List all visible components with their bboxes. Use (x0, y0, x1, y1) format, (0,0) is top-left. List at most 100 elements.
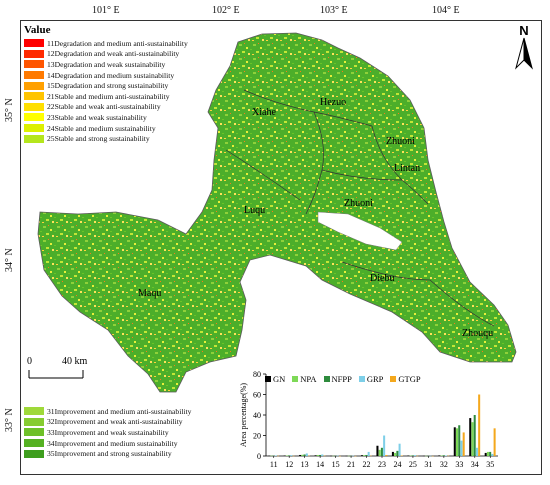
chart-y-tick-label: 60 (253, 391, 261, 400)
chart-x-tick-label: 23 (378, 460, 386, 469)
chart-legend-item: GTGP (390, 374, 421, 384)
chart-x-tick-label: 34 (471, 460, 479, 469)
chart-y-axis-label: Area percentage(%) (239, 383, 248, 448)
longitude-label-103: 103° E (320, 5, 348, 16)
place-zhuoni-north: Zhuoni (386, 136, 415, 147)
chart-x-tick-label: 35 (486, 460, 494, 469)
chart-legend: GN NPA NFPP GRP GTGP (265, 374, 428, 384)
chart-bar (299, 454, 302, 456)
chart-legend-item: GN (265, 374, 285, 384)
legend-top-swatch (24, 134, 44, 143)
north-label: N (519, 23, 528, 38)
chart-bar (475, 447, 478, 456)
chart-bar (285, 455, 288, 456)
legend-top-row: 11Degradation and medium anti-sustainabi… (24, 38, 188, 49)
legend-bottom-swatch (24, 407, 44, 416)
legend-top-row: 25Stable and strong sustainability (24, 133, 188, 144)
place-zhuoni: Zhuoni (344, 198, 373, 209)
legend-top-row: 24Stable and medium sustainability (24, 123, 188, 134)
legend-bottom-label: 35Improvement and strong sustainability (47, 449, 172, 459)
legend-top-swatch (24, 71, 44, 80)
legend-bottom-swatch (24, 428, 44, 437)
chart-bar (394, 452, 397, 456)
legend-top: Value 11Degradation and medium anti-sust… (24, 24, 188, 144)
legend-top-label: 14Degradation and medium sustainability (47, 70, 175, 80)
legend-bottom: 31Improvement and medium anti-sustainabi… (24, 406, 191, 459)
chart-legend-item: NPA (292, 374, 317, 384)
chart-legend-swatch (358, 376, 365, 382)
chart-bar (367, 451, 370, 456)
legend-top-swatch (24, 81, 44, 90)
chart-bar (491, 453, 494, 456)
map-frame (20, 20, 542, 475)
place-luqu: Luqu (244, 205, 266, 216)
legend-top-label: 24Stable and medium sustainability (47, 123, 156, 133)
chart-bar (303, 454, 306, 456)
place-maqu: Maqu (138, 288, 162, 299)
chart-bar (383, 435, 386, 456)
chart-x-tick-label: 12 (285, 460, 293, 469)
chart-bar (316, 454, 319, 456)
chart-bar (274, 455, 277, 456)
chart-bar (493, 428, 496, 456)
legend-title: Value (24, 24, 51, 36)
chart-x-tick-label: 15 (332, 460, 340, 469)
chart-bar (301, 454, 304, 456)
place-lintan: Lintan (394, 163, 421, 174)
chart-bar (458, 425, 461, 456)
chart-bar (376, 445, 379, 456)
legend-top-label: 23Stable and weak sustainability (47, 112, 147, 122)
north-arrow-icon: N (515, 23, 533, 70)
longitude-label-101: 101° E (92, 5, 120, 16)
chart-bar (478, 394, 481, 456)
legend-top-label: 15Degradation and strong sustainability (47, 81, 169, 91)
legend-top-row: 15Degradation and strong sustainability (24, 80, 188, 91)
chart-x-tick-label: 33 (455, 460, 463, 469)
chart-bar (319, 454, 322, 456)
chart-bar (411, 455, 414, 456)
chart-bar (486, 451, 489, 456)
legend-top-label: 13Degradation and weak sustainability (47, 59, 166, 69)
legend-top-row: 14Degradation and medium sustainability (24, 70, 188, 81)
inset-chart: 0 20 40 60 80 Area percentage(%) 11 12 13 14 15 21 2… (236, 366, 504, 474)
chart-legend-label: GRP (366, 374, 384, 384)
lake-gap-shape (317, 211, 403, 251)
legend-top-label: 25Stable and strong sustainability (47, 134, 150, 144)
chart-bar (288, 455, 291, 456)
legend-bottom-row: 35Improvement and strong sustainability (24, 448, 191, 459)
chart-legend-item: NFPP (323, 374, 352, 384)
chart-x-tick-label: 14 (316, 460, 324, 469)
chart-bar (378, 449, 381, 456)
scale-bar (28, 370, 84, 379)
chart-bar (473, 415, 476, 456)
chart-bar (453, 427, 456, 456)
legend-bottom-swatch (24, 439, 44, 448)
legend-top-row: 21Stable and medium anti-sustainability (24, 91, 188, 102)
chart-bar (462, 432, 465, 456)
legend-top-label: 11Degradation and medium anti-sustainabi… (47, 38, 188, 48)
gannan-region-shape (37, 32, 517, 393)
legend-top-swatch (24, 124, 44, 133)
chart-bar (283, 455, 286, 456)
chart-bar (442, 455, 445, 456)
chart-bar (484, 452, 487, 456)
longitude-label-104: 104° E (432, 5, 460, 16)
chart-bar (385, 454, 388, 456)
chart-x-tick-label: 13 (301, 460, 309, 469)
legend-bottom-row: 32Improvement and weak anti-sustainabili… (24, 417, 191, 428)
legend-bottom-row: 34Improvement and medium sustainability (24, 438, 191, 449)
legend-bottom-row: 31Improvement and medium anti-sustainabi… (24, 406, 191, 417)
chart-bar (469, 418, 472, 456)
place-hezuo: Hezuo (320, 97, 347, 108)
chart-y-tick-label: 0 (257, 452, 261, 461)
chart-legend-swatch (323, 376, 330, 382)
chart-bar (455, 428, 459, 456)
chart-x-tick-label: 32 (440, 460, 448, 469)
chart-x-tick-label: 21 (347, 460, 355, 469)
chart-bar (440, 455, 443, 456)
legend-top-label: 21Stable and medium anti-sustainability (47, 91, 170, 101)
legend-top-swatch (24, 60, 44, 69)
chart-legend-label: GTGP (398, 374, 421, 384)
chart-y-tick-label: 80 (253, 370, 261, 379)
